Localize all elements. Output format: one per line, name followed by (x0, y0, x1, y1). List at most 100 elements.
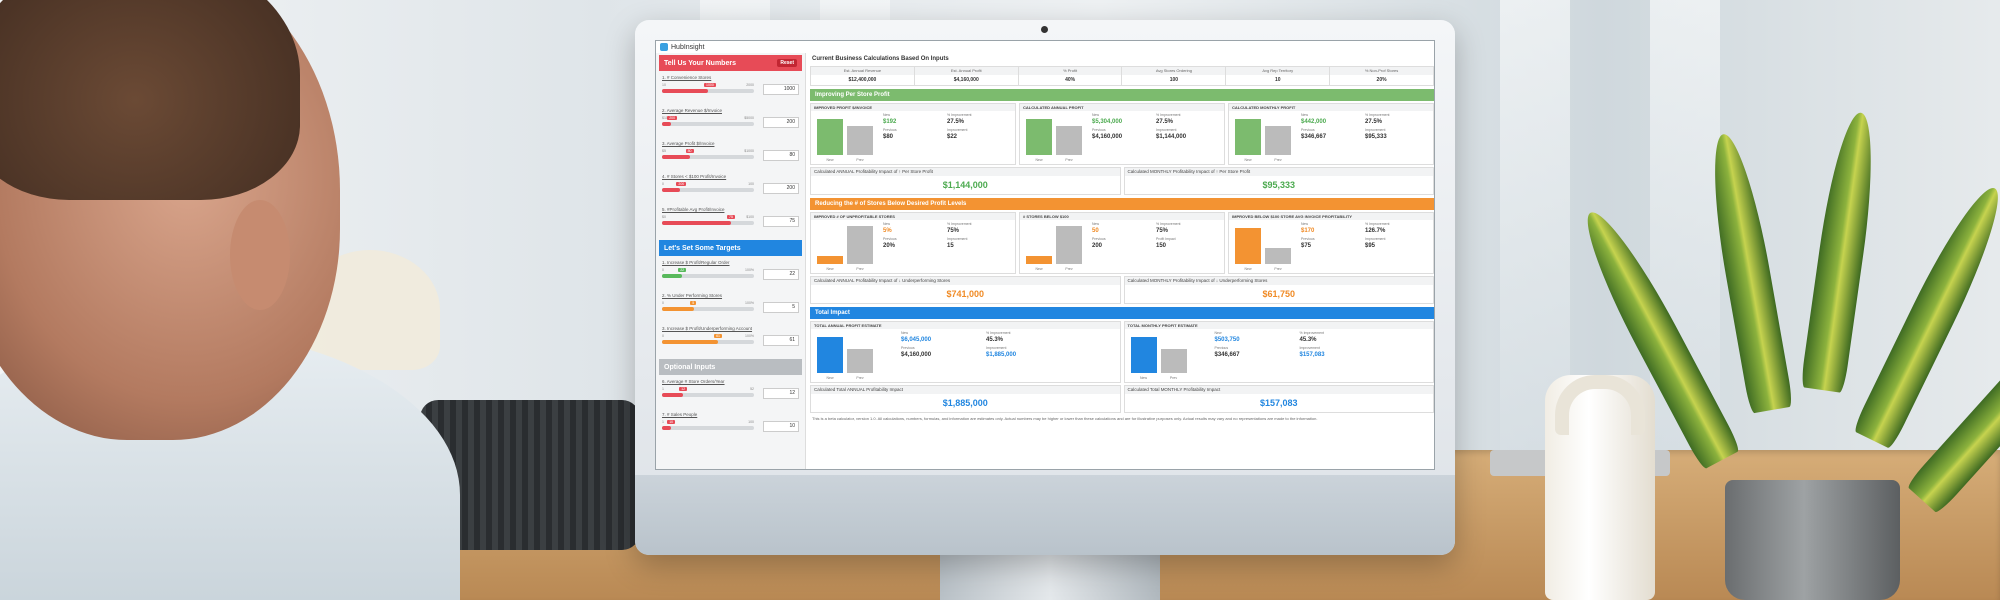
impact-box: Calculated MONTHLY Profitability Impact … (1123, 167, 1434, 195)
slider-range: 0 100% (662, 268, 754, 272)
value-input[interactable]: 80 (763, 150, 799, 161)
value-label: New (901, 331, 909, 335)
field-label: 2. Average Revenue $/Invoice (662, 108, 722, 113)
input-field: 3. Average Profit $/Invoice $5 $1000 80 80 (656, 139, 805, 172)
slider-max: $1000 (744, 149, 754, 153)
summary-label: Est. Annual Profit (914, 67, 1018, 75)
slider-handle[interactable]: 80 (685, 149, 694, 153)
metric-panel: IMPROVED # OF UNPROFITABLE STORES New Prev… (810, 212, 1016, 274)
slider-track[interactable]: 75 (662, 215, 754, 225)
slider-min: 0 (662, 268, 664, 272)
improvement-value: $95,333 (1365, 134, 1387, 140)
previous-value: $346,667 (1301, 134, 1327, 140)
slider-handle[interactable]: 10 (667, 420, 676, 424)
summary-cell: Est. Annual Profit $4,160,000 (914, 67, 1019, 85)
value-input[interactable]: 200 (763, 183, 799, 194)
value-label: New (883, 113, 891, 117)
value-input[interactable]: 10 (763, 421, 799, 432)
previous-value: $4,160,000 (1092, 134, 1123, 140)
slider-track[interactable]: 80 (662, 149, 754, 159)
bar-new (1235, 228, 1261, 264)
impact-reduce-stores: Calculated ANNUAL Profitability Impact o… (810, 276, 1434, 304)
panel-title: CALCULATED MONTHLY PROFIT (1229, 104, 1433, 111)
field-label: 5. #Profitable Avg Profit/Invoice (662, 207, 725, 212)
slider-min: 0 (662, 301, 664, 305)
bar-new (817, 337, 843, 373)
value-label: % Improvement (1365, 222, 1390, 226)
values-left: New $170 Previous $75 (1301, 222, 1361, 252)
brand[interactable]: HubInsight (660, 43, 704, 51)
impact-value: $61,750 (1262, 289, 1296, 299)
improvement-pct: 27.5% (1365, 119, 1383, 125)
value-input[interactable]: 22 (763, 269, 799, 280)
impact-box: Calculated MONTHLY Profitability Impact … (1123, 276, 1434, 304)
bar-previous (1056, 226, 1082, 264)
screen: HubInsight Tell Us Your Numbers Reset 1.… (655, 40, 1435, 470)
impact-value: $157,083 (1259, 398, 1298, 408)
value-input[interactable]: 75 (763, 216, 799, 227)
slider-min: 0 (662, 334, 664, 338)
panel-title: TOTAL MONTHLY PROFIT ESTIMATE (1124, 322, 1433, 329)
panel-title: IMPROVED PROFIT $/INVOICE (811, 104, 1015, 111)
slider-track[interactable]: 10 (662, 420, 754, 430)
person-hair (0, 0, 300, 200)
impact-label: Calculated Total ANNUAL Profitability Im… (811, 386, 1120, 394)
slider-handle[interactable]: 12 (679, 387, 688, 391)
slider-track[interactable]: 5 (662, 301, 754, 311)
value-input[interactable]: 5 (763, 302, 799, 313)
slider-track[interactable]: 200 (662, 116, 754, 126)
value-label: % Improvement (1365, 113, 1390, 117)
value-label: Improvement (1365, 128, 1386, 132)
value-label: Previous (1092, 128, 1106, 132)
value-input[interactable]: 12 (763, 388, 799, 399)
value-label: New (1214, 331, 1222, 335)
plant-leaf (1800, 109, 1883, 394)
improvement-pct: 75% (1156, 228, 1169, 234)
value-input[interactable]: 1000 (763, 84, 799, 95)
value-label: Improvement (947, 128, 968, 132)
slider-handle[interactable]: 200 (667, 116, 678, 120)
slider-max: 100% (745, 301, 754, 305)
panels-total: TOTAL ANNUAL PROFIT ESTIMATE New Prev New $6… (810, 321, 1434, 383)
slider-fill (662, 89, 708, 93)
new-value: 5% (883, 228, 892, 234)
input-field: 4. # Stores < $100 Profit/Invoice 0 100 200… (656, 172, 805, 205)
slider-track[interactable]: 22 (662, 268, 754, 278)
values-left: New $442,000 Previous $346,667 (1301, 113, 1361, 143)
field-label: 7. # Sales People (662, 412, 698, 417)
previous-value: $4,160,000 (901, 352, 932, 358)
slider-track[interactable]: 61 (662, 334, 754, 344)
disclaimer: This is a beta calculator, version 1.0. … (812, 416, 1318, 421)
value-label: New (1301, 113, 1309, 117)
bar-label: New (1244, 158, 1252, 162)
metric-panel: TOTAL ANNUAL PROFIT ESTIMATE New Prev New $6… (810, 321, 1121, 383)
value-label: New (883, 222, 891, 226)
slider-track[interactable]: 200 (662, 182, 754, 192)
value-input[interactable]: 200 (763, 117, 799, 128)
bar-label: New (826, 158, 834, 162)
slider-fill (662, 307, 695, 311)
slider-handle[interactable]: 1000 (704, 83, 716, 87)
metric-panel: CALCULATED MONTHLY PROFIT New Prev New $442,… (1228, 103, 1434, 165)
brand-logo-icon (660, 43, 668, 51)
bar-label: Prev (856, 158, 864, 162)
values-right: % Improvement 75% Profit Impact 150 (1156, 222, 1216, 252)
slider-track[interactable]: 1000 (662, 83, 754, 93)
slider-handle[interactable]: 200 (676, 182, 687, 186)
slider-handle[interactable]: 5 (690, 301, 697, 305)
bar-previous (1265, 126, 1291, 155)
value-input[interactable]: 61 (763, 335, 799, 346)
slider-handle[interactable]: 22 (678, 268, 687, 272)
field-label: 3. Average Profit $/Invoice (662, 141, 715, 146)
panel-title: # STORES BELOW $100 (1020, 213, 1224, 220)
slider-range: $0 $100 (662, 215, 754, 219)
slider-track[interactable]: 12 (662, 387, 754, 397)
metric-panel: TOTAL MONTHLY PROFIT ESTIMATE New Prev New $… (1123, 321, 1434, 383)
slider-handle[interactable]: 75 (727, 215, 735, 219)
input-field: 3. Increase $ Profit/Underperforming Acc… (656, 324, 805, 357)
value-label: Previous (901, 346, 915, 350)
slider-handle[interactable]: 61 (714, 334, 723, 338)
bar-new (1130, 337, 1157, 373)
band-reduce-stores: Reducing the # of Stores Below Desired P… (810, 198, 1434, 210)
reset-button[interactable]: Reset (777, 59, 797, 67)
